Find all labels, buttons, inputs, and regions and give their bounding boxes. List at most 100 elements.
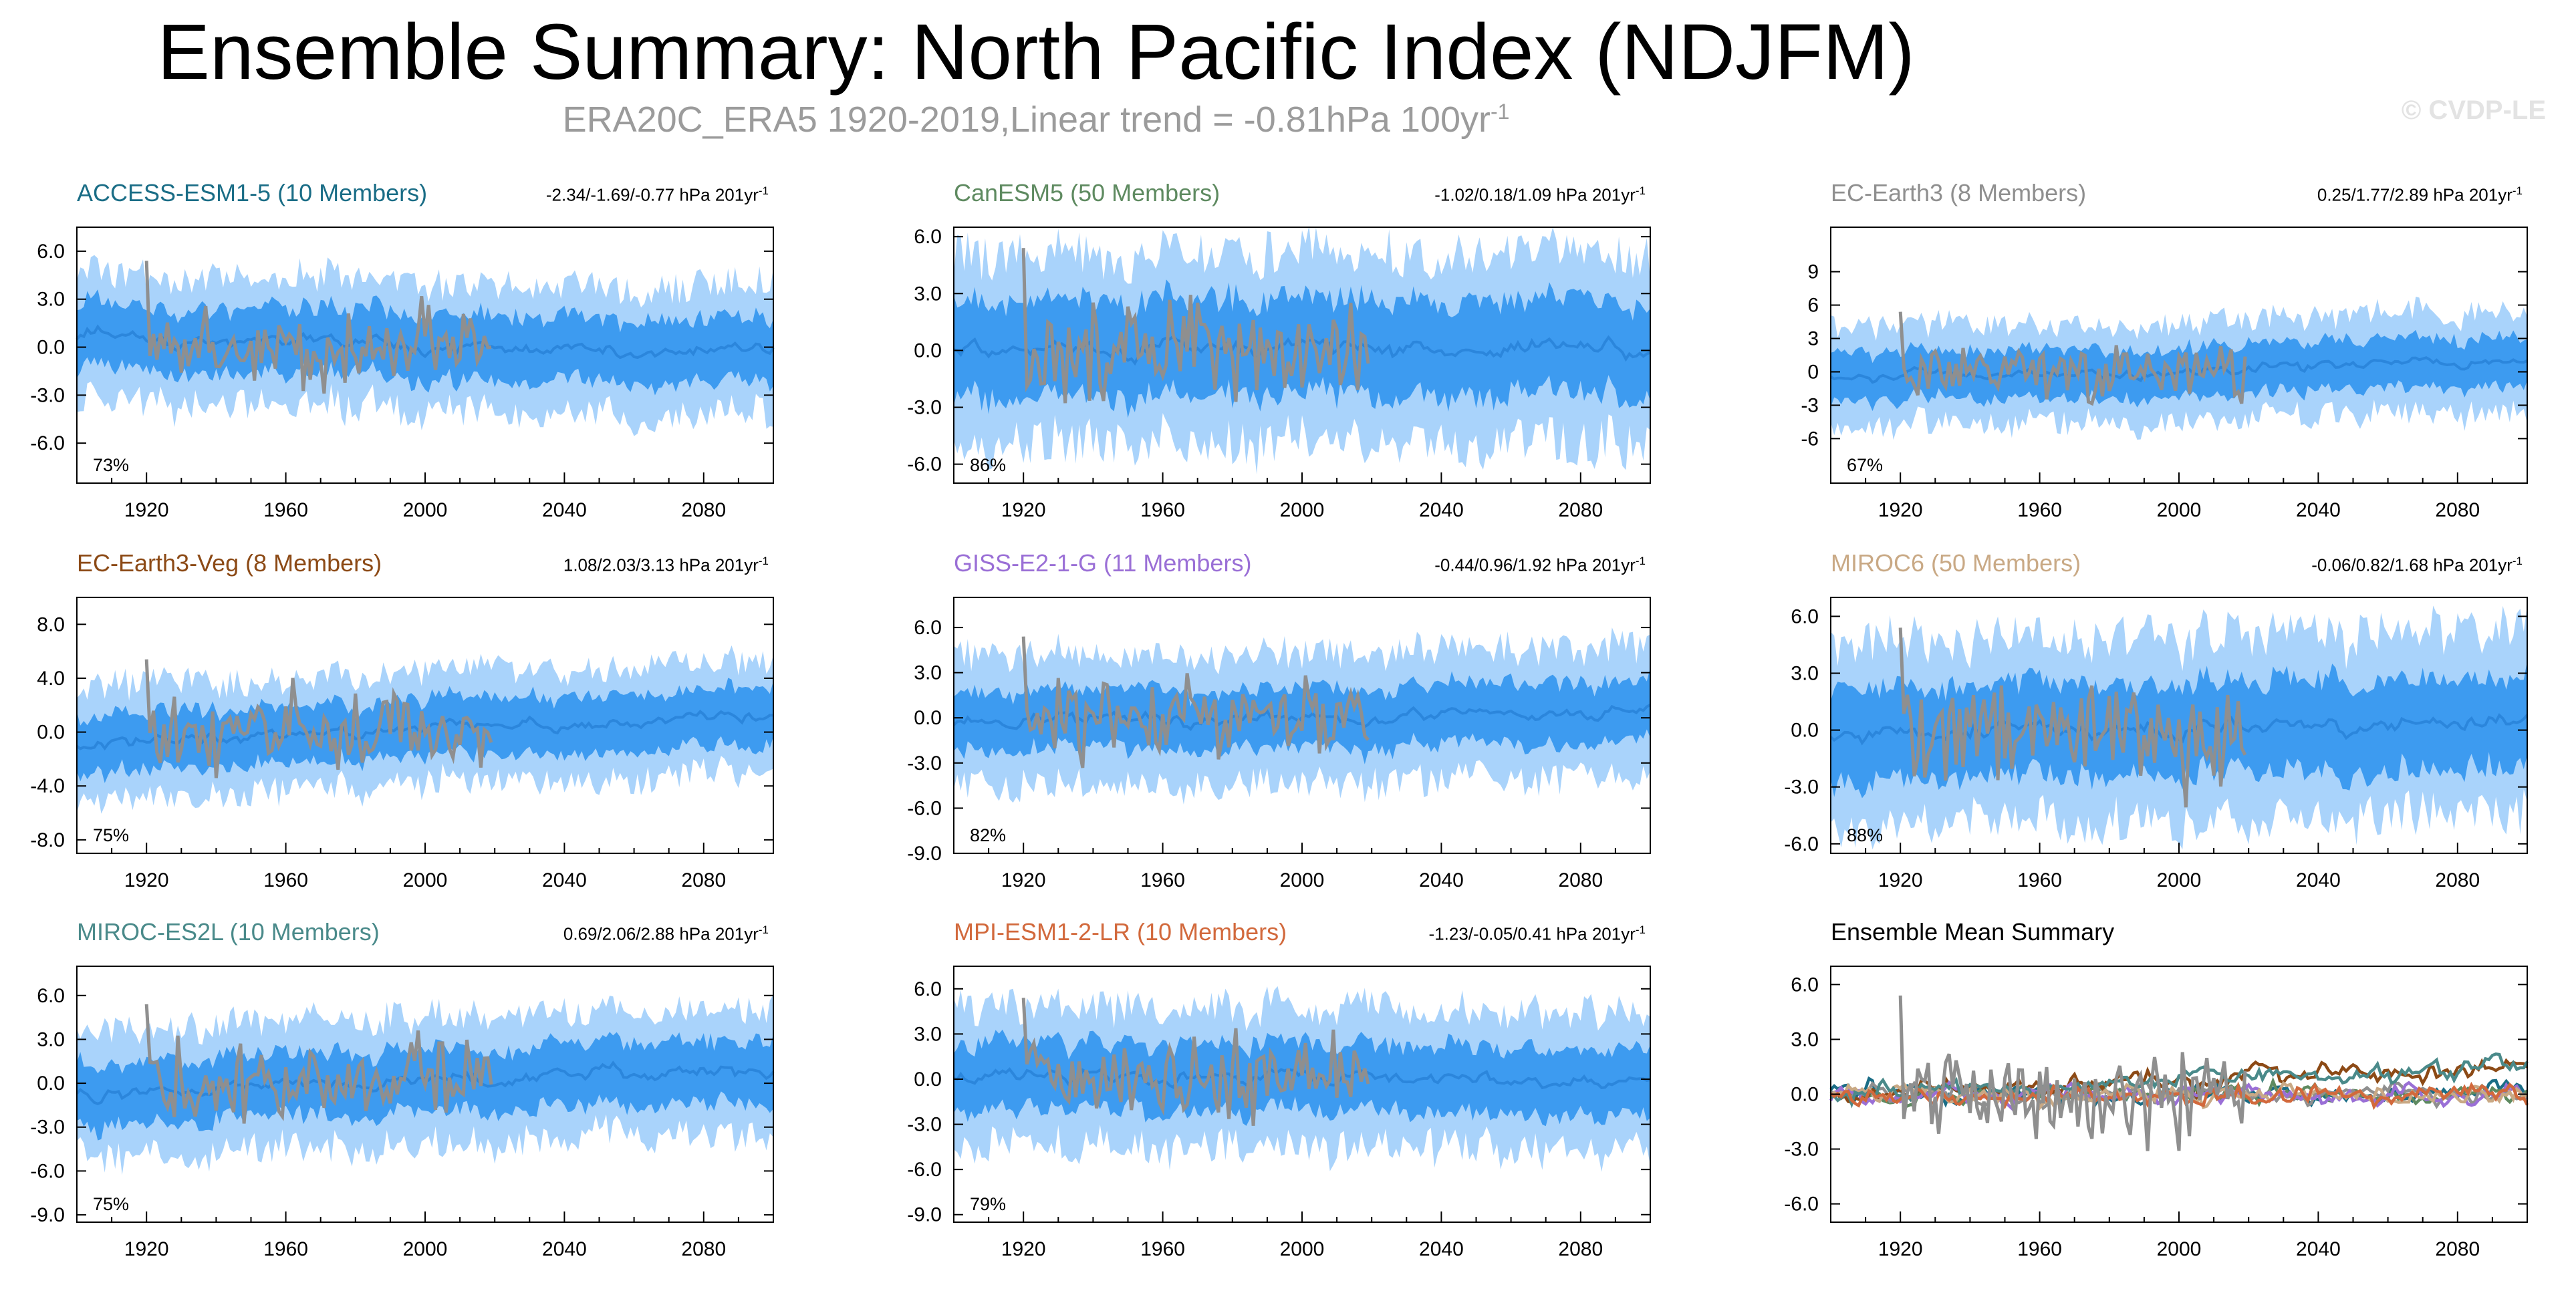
y-tick-label: -3.0 [907,397,942,419]
y-tick-label: -6.0 [1784,833,1819,855]
inner-spread-band [954,1029,1650,1127]
x-tick-label: 2080 [1558,499,1603,521]
trend-exponent: -1 [2512,555,2523,567]
x-tick-label: 2080 [2435,1238,2480,1260]
x-tick-label: 2040 [2296,499,2341,521]
subtitle-exponent: -1 [1490,100,1510,124]
trend-exponent: -1 [758,184,769,197]
y-tick-label: 3.0 [1791,662,1819,684]
panel-ensemble-mean-summary: Ensemble Mean Summary 6.0 3.0 0.0 -3.0 -6.0 1… [1754,918,2529,1287]
panel-ec-earth3: EC-Earth3 (8 Members) 0.25/1.77/2.89 hPa… [1754,179,2529,548]
x-tick-label: 2080 [1558,1238,1603,1260]
percent-label: 86% [970,455,1006,475]
percent-label: 79% [970,1194,1006,1214]
y-tick-label: -6.0 [30,1160,65,1182]
x-tick-label: 1920 [1878,499,1923,521]
x-tick-label: 1960 [2017,499,2062,521]
y-tick-label: -4.0 [30,775,65,797]
chart-svg: 88% 6.0 3.0 0.0 -3.0 -6.0 1920 1960 2000 2040 2080 [1784,597,2529,891]
y-tick-label: -3.0 [30,384,65,406]
panel-title: GISS-E2-1-G (11 Members) [954,549,1252,577]
y-tick-label: -3.0 [30,1117,65,1139]
panel-trend: -0.44/0.96/1.92 hPa 201yr-1 [1434,555,1646,576]
x-tick-label: 1920 [1878,869,1923,891]
subtitle: ERA20C_ERA5 1920-2019,Linear trend = -0.… [0,99,2072,140]
x-tick-label: 1920 [124,499,169,521]
panel-trend: 1.08/2.03/3.13 hPa 201yr-1 [563,555,769,576]
observed-series-line [1021,998,1370,1126]
subtitle-text: ERA20C_ERA5 1920-2019,Linear trend = -0.… [562,100,1491,140]
x-tick-label: 2080 [2435,499,2480,521]
trend-text: -0.06/0.82/1.68 hPa 201yr [2311,555,2513,575]
x-tick-label: 1960 [2017,1238,2062,1260]
trend-text: -1.02/0.18/1.09 hPa 201yr [1434,184,1636,205]
panel-miroc6: MIROC6 (50 Members) -0.06/0.82/1.68 hPa … [1754,549,2529,918]
inner-spread-band [77,289,773,396]
trend-exponent: -1 [758,555,769,567]
percent-label: 75% [93,1194,129,1214]
chart-svg: 73% 6.0 3.0 0.0 -3.0 -6.0 1920 1960 2000 2040 2080 [30,227,775,521]
inner-spread-band [954,279,1650,418]
panel-title: MIROC6 (50 Members) [1831,549,2081,577]
percent-label: 67% [1847,455,1883,475]
chart-svg: 75% 8.0 4.0 0.0 -4.0 -8.0 1920 1960 2000 2040 2080 [30,597,774,891]
x-tick-label: 1920 [1878,1238,1923,1260]
chart-svg: 86% 6.0 3.0 0.0 -3.0 -6.0 1920 1960 2000 2040 2080 [907,225,1651,521]
panel-access-esm1-5: ACCESS-ESM1-5 (10 Members) -2.34/-1.69/-… [0,179,775,548]
panel-mpi-esm1-2-lr: MPI-ESM1-2-LR (10 Members) -1.23/-0.05/0… [877,918,1652,1287]
y-tick-label: -6.0 [907,454,942,476]
y-tick-label: -9.0 [907,1204,942,1226]
y-tick-label: -6.0 [30,432,65,454]
y-tick-label: -3.0 [907,752,942,774]
y-tick-label: 6.0 [37,241,65,263]
y-tick-label: 0.0 [1791,720,1819,742]
y-tick-label: 6.0 [914,617,942,639]
x-tick-label: 2000 [403,499,448,521]
y-tick-label: -6.0 [907,1159,942,1181]
x-tick-label: 2000 [403,869,448,891]
observed-series-line [1898,311,2247,406]
x-tick-label: 1920 [1001,1238,1046,1260]
chart-svg: 75% 6.0 3.0 0.0 -3.0 -6.0 -9.0 1920 1960 2000 2040… [30,966,775,1260]
trend-text: -1.23/-0.05/0.41 hPa 201yr [1428,923,1636,944]
y-tick-label: -3.0 [1784,776,1819,799]
percent-label: 73% [93,455,129,475]
x-tick-label: 1920 [124,869,169,891]
x-tick-label: 2040 [542,869,587,891]
panel-title: EC-Earth3 (8 Members) [1831,179,2087,206]
panel-title: MPI-ESM1-2-LR (10 Members) [954,918,1287,946]
trend-exponent: -1 [1635,184,1646,197]
observed-series-line [1898,995,2247,1151]
trend-exponent: -1 [758,923,769,936]
panel-trend: -0.06/0.82/1.68 hPa 201yr-1 [2311,555,2523,576]
y-tick-label: 0.0 [914,707,942,729]
y-tick-label: 0 [1807,361,1819,383]
observed-series-line [1021,636,1370,768]
observed-series-line [1898,627,2247,808]
chart-svg: 79% 6.0 3.0 0.0 -3.0 -6.0 -9.0 1920 1960 2000 2040… [907,966,1651,1260]
y-tick-label: -8.0 [30,829,65,851]
observed-series-line [144,1004,493,1124]
panel-trend: 0.25/1.77/2.89 hPa 201yr-1 [2317,184,2523,206]
copyright-watermark: © CVDP-LE [2401,96,2546,125]
y-tick-label: 0.0 [1791,1084,1819,1106]
panel-trend: -1.02/0.18/1.09 hPa 201yr-1 [1434,184,1646,206]
trend-text: -2.34/-1.69/-0.77 hPa 201yr [545,184,759,205]
y-tick-label: 0.0 [37,722,65,744]
panel-title: MIROC-ES2L (10 Members) [77,918,380,946]
x-tick-label: 2040 [542,1238,587,1260]
panel-canesm5: CanESM5 (50 Members) -1.02/0.18/1.09 hPa… [877,179,1652,548]
page-title: Ensemble Summary: North Pacific Index (N… [157,8,1915,96]
y-tick-label: 3 [1807,328,1819,350]
y-tick-label: 0.0 [37,1072,65,1095]
x-tick-label: 2000 [2157,1238,2202,1260]
trend-exponent: -1 [1635,923,1646,936]
y-tick-label: 3.0 [914,1023,942,1045]
y-tick-label: 6 [1807,295,1819,317]
x-tick-label: 1960 [1140,499,1185,521]
x-tick-label: 1960 [2017,869,2062,891]
percent-label: 82% [970,825,1006,845]
x-tick-label: 1960 [1140,1238,1185,1260]
x-tick-label: 2040 [1419,499,1464,521]
x-tick-label: 2040 [542,499,587,521]
